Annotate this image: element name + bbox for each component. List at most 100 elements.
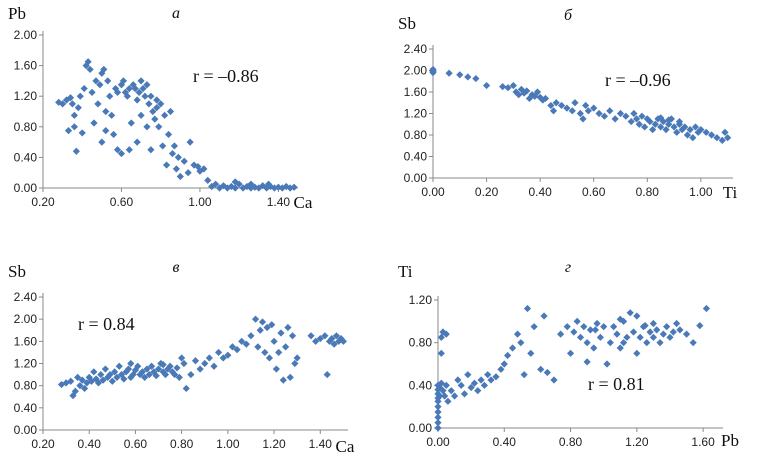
data-point: [127, 359, 135, 368]
data-point: [201, 359, 209, 368]
data-point: [64, 127, 73, 135]
data-point: [616, 109, 625, 118]
y-tick-label: 0.80: [14, 120, 38, 134]
data-point: [533, 88, 542, 96]
panel-letter: а: [172, 5, 180, 22]
data-point: [691, 123, 700, 131]
data-point: [429, 65, 437, 74]
data-point: [321, 332, 329, 340]
data-point: [484, 371, 492, 379]
chart-panel-2: 0.00 0.40 0.80 1.20 1.60 2.00 2.40 0.00 0.20 0.40…: [398, 7, 738, 202]
data-point: [123, 92, 131, 100]
data-point: [85, 373, 93, 381]
data-point: [66, 94, 75, 102]
data-point: [90, 368, 98, 376]
data-point: [563, 104, 571, 112]
data-point: [718, 136, 726, 144]
data-point: [121, 88, 129, 96]
data-point: [670, 123, 678, 131]
y-axis-label: Ti: [398, 262, 413, 281]
y-tick-label: 0.80: [404, 128, 428, 142]
data-point: [549, 107, 558, 115]
data-point: [576, 109, 584, 118]
data-point: [196, 365, 204, 373]
data-point: [247, 180, 255, 188]
data-point: [100, 65, 108, 74]
data-point: [437, 349, 445, 357]
data-point: [657, 123, 665, 131]
data-point: [147, 146, 155, 154]
data-point: [596, 333, 604, 341]
data-point: [138, 368, 146, 376]
data-point: [623, 333, 631, 341]
y-axis-label: Pb: [8, 4, 26, 23]
data-point: [68, 100, 77, 108]
data-point: [255, 184, 263, 192]
data-point: [74, 104, 82, 112]
x-axis-label: Ca: [336, 437, 355, 456]
data-point: [689, 339, 697, 347]
data-point: [630, 109, 638, 118]
data-point: [444, 397, 452, 405]
chart-panel-1: 0.00 0.40 0.80 1.20 1.60 2.00 0.20 0.60 1.00 1.40…: [8, 4, 313, 212]
data-point: [582, 101, 590, 110]
data-point: [101, 365, 109, 373]
data-point: [707, 131, 716, 139]
y-axis-label: Sb: [8, 262, 26, 281]
data-point: [152, 372, 160, 380]
data-point: [610, 323, 618, 331]
data-point: [173, 364, 181, 372]
data-point: [143, 365, 151, 373]
data-point: [94, 100, 102, 108]
data-point: [541, 94, 550, 103]
data-point: [117, 149, 126, 158]
data-point: [450, 392, 459, 400]
data-point: [258, 318, 267, 326]
data-point: [673, 319, 681, 328]
data-point: [445, 69, 453, 77]
data-point: [656, 339, 664, 347]
data-point: [154, 365, 163, 373]
x-axis-label: Ti: [723, 183, 738, 202]
y-tick-label: 0.40: [14, 401, 38, 415]
data-point: [606, 339, 614, 347]
data-point: [482, 81, 491, 90]
data-point: [149, 107, 157, 116]
data-point: [98, 138, 106, 146]
data-point: [513, 330, 522, 338]
data-point: [157, 100, 165, 108]
data-point: [133, 138, 141, 146]
data-point: [70, 123, 78, 131]
data-point: [591, 326, 600, 334]
data-point: [442, 381, 450, 389]
panel-letter: г: [565, 259, 571, 276]
data-point: [120, 375, 128, 383]
data-point: [472, 74, 480, 83]
data-point: [67, 377, 75, 385]
data-point: [635, 120, 643, 128]
data-point: [125, 146, 133, 154]
data-point: [606, 107, 614, 115]
data-point: [127, 119, 135, 127]
data-point: [570, 328, 578, 336]
data-point: [143, 81, 151, 89]
data-point: [480, 381, 488, 389]
data-point: [633, 312, 641, 320]
data-point: [136, 370, 144, 379]
data-point: [439, 387, 447, 395]
data-point: [97, 370, 105, 379]
data-point: [665, 116, 673, 124]
y-tick-label: 2.00: [404, 64, 428, 78]
data-point: [643, 115, 651, 123]
correlation-annotation: r = –0.96: [605, 70, 671, 90]
data-point: [80, 384, 89, 393]
data-point: [603, 360, 611, 368]
x-tick-label: 0.60: [582, 185, 606, 199]
data-point: [649, 126, 657, 134]
data-point: [520, 371, 528, 379]
data-point: [108, 111, 116, 119]
data-point: [659, 330, 667, 338]
data-point: [180, 359, 188, 368]
data-point: [219, 354, 227, 362]
data-point: [568, 107, 576, 115]
